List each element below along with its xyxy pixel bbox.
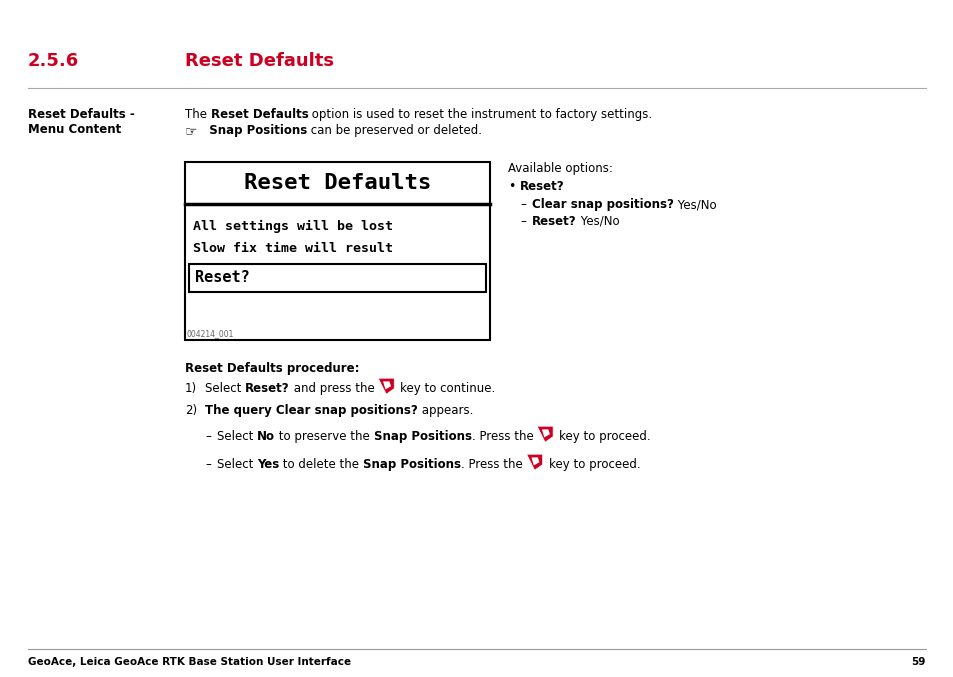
Text: key to proceed.: key to proceed. <box>548 458 639 471</box>
Text: Select: Select <box>216 430 257 443</box>
Text: –: – <box>519 215 525 228</box>
Text: Available options:: Available options: <box>507 162 612 175</box>
Text: ☞: ☞ <box>185 124 197 138</box>
Text: to preserve the: to preserve the <box>274 430 374 443</box>
Text: Slow fix time will result: Slow fix time will result <box>193 242 393 255</box>
Text: •: • <box>507 180 515 193</box>
Text: Yes: Yes <box>257 458 279 471</box>
Text: Reset Defaults: Reset Defaults <box>211 108 308 121</box>
Text: GeoAce, Leica GeoAce RTK Base Station User Interface: GeoAce, Leica GeoAce RTK Base Station Us… <box>28 657 351 667</box>
Text: option is used to reset the instrument to factory settings.: option is used to reset the instrument t… <box>308 108 652 121</box>
Text: appears.: appears. <box>417 404 473 417</box>
Polygon shape <box>526 454 542 471</box>
Text: Reset Defaults procedure:: Reset Defaults procedure: <box>185 362 359 375</box>
Text: Select: Select <box>216 458 257 471</box>
Text: –: – <box>519 198 525 211</box>
Polygon shape <box>377 378 394 394</box>
Text: Select: Select <box>205 382 245 395</box>
Text: Reset?: Reset? <box>532 215 576 228</box>
Polygon shape <box>537 427 553 442</box>
Bar <box>189 264 485 292</box>
Text: and press the: and press the <box>290 382 377 395</box>
Text: Reset Defaults: Reset Defaults <box>185 52 334 70</box>
Bar <box>185 162 490 340</box>
Text: 59: 59 <box>911 657 925 667</box>
Text: Snap Positions: Snap Positions <box>363 458 460 471</box>
Polygon shape <box>531 458 538 465</box>
Text: The: The <box>185 108 211 121</box>
Text: 2.5.6: 2.5.6 <box>28 52 79 70</box>
Text: . Press the: . Press the <box>460 458 526 471</box>
Polygon shape <box>541 429 549 437</box>
Text: Snap Positions: Snap Positions <box>374 430 471 443</box>
Text: The query Clear snap positions?: The query Clear snap positions? <box>205 404 417 417</box>
Text: Reset Defaults: Reset Defaults <box>244 173 431 193</box>
Text: No: No <box>257 430 274 443</box>
Text: –: – <box>205 458 211 471</box>
Text: Yes/No: Yes/No <box>576 215 618 228</box>
Text: Reset?: Reset? <box>519 180 564 193</box>
Text: Snap Positions: Snap Positions <box>201 124 307 137</box>
Text: 004214_001: 004214_001 <box>187 329 234 338</box>
Text: . Press the: . Press the <box>471 430 537 443</box>
Text: Yes/No: Yes/No <box>673 198 716 211</box>
Text: key to continue.: key to continue. <box>400 382 495 395</box>
Text: key to proceed.: key to proceed. <box>558 430 650 443</box>
Polygon shape <box>383 381 391 389</box>
Text: can be preserved or deleted.: can be preserved or deleted. <box>307 124 482 137</box>
Text: Reset?: Reset? <box>194 271 250 286</box>
Text: –: – <box>205 430 211 443</box>
Text: Reset Defaults -: Reset Defaults - <box>28 108 134 121</box>
Text: 1): 1) <box>185 382 197 395</box>
Text: Clear snap positions?: Clear snap positions? <box>532 198 673 211</box>
Text: All settings will be lost: All settings will be lost <box>193 220 393 233</box>
Text: Menu Content: Menu Content <box>28 123 121 136</box>
Text: to delete the: to delete the <box>279 458 363 471</box>
Text: Reset?: Reset? <box>245 382 290 395</box>
Text: 2): 2) <box>185 404 197 417</box>
